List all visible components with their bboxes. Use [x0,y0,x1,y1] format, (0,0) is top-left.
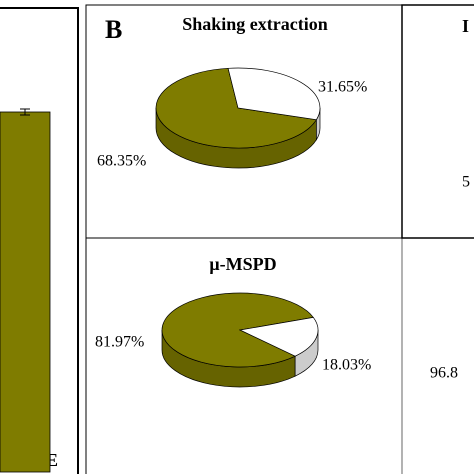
value-label: 68.35% [97,153,146,170]
panel-label: B [105,15,122,44]
pie-title: Shaking extraction [182,14,328,34]
pie-slice [161,292,314,368]
error-bar [20,108,30,116]
value-label: 5 [462,174,470,191]
value-label: 31.65% [318,79,367,96]
pie-title: μ-MSPD [209,254,276,274]
panel-a-frame [0,7,79,474]
bar [0,111,51,473]
pie-title: I [462,16,469,36]
pie-slice [155,67,317,149]
value-label: 18.03% [322,357,371,374]
pie-slice [238,317,319,357]
value-label: 81.97% [95,334,144,351]
value-label: 96.8 [430,365,458,382]
panel-b-bottom-frame [85,237,474,474]
pie-slice [227,67,321,121]
